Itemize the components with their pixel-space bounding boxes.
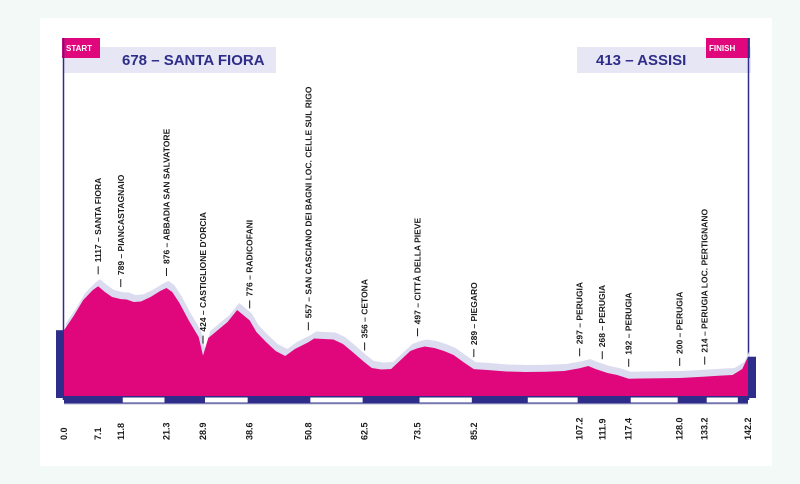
x-tick-label: 133.2 <box>700 417 710 440</box>
km-band-gap <box>205 397 248 403</box>
x-tick-label: 107.2 <box>575 417 585 440</box>
x-tick-label: 85.2 <box>469 422 479 440</box>
annotation-label: 876 – ABBADIA SAN SALVATORE <box>161 128 171 264</box>
annotation-label: 268 – PERUGIA <box>597 285 607 347</box>
x-tick-label: 28.9 <box>198 422 208 440</box>
km-band-gap <box>122 397 165 403</box>
x-tick-label: 117.4 <box>624 418 634 440</box>
km-band <box>64 396 748 404</box>
finish-tag: FINISH <box>709 44 735 53</box>
start-flag-icon <box>62 38 100 58</box>
km-band-gap <box>630 397 678 403</box>
x-tick-label: 0.0 <box>59 427 69 440</box>
x-tick-label: 11.8 <box>116 423 126 440</box>
km-band-gap <box>706 397 738 403</box>
annotation-label: 192 – PERUGIA <box>624 292 634 354</box>
km-band-gap <box>419 397 472 403</box>
x-tick-label: 142.2 <box>743 417 753 440</box>
annotation-label: 289 – PIEGARO <box>469 282 479 345</box>
finish-altitude-block <box>748 356 756 398</box>
annotation-label: 424 – CASTIGLIONE D'ORCIA <box>198 212 208 332</box>
start-label: 678 – SANTA FIORA <box>122 52 265 69</box>
annotation-label: 1117 – SANTA FIORA <box>93 178 103 263</box>
x-tick-label: 73.5 <box>413 422 423 440</box>
x-tick-label: 21.3 <box>161 422 171 440</box>
x-tick-label: 38.6 <box>245 422 255 440</box>
x-tick-label: 7.1 <box>93 427 103 440</box>
annotation-label: 789 – PIANCASTAGNAIO <box>116 174 126 275</box>
x-tick-label: 62.5 <box>360 422 370 440</box>
annotation-label: 214 – PERUGIA LOC. PERTIGNANO <box>700 208 710 352</box>
annotation-label: 557 – SAN CASCIANO DEI BAGNI LOC. CELLE … <box>303 86 313 318</box>
km-band-gap <box>527 397 578 403</box>
start-tag: START <box>66 44 92 53</box>
finish-flag-icon <box>706 38 750 58</box>
annotation-label: 776 – RADICOFANI <box>245 220 255 297</box>
x-tick-label: 111.9 <box>597 418 607 440</box>
km-band-gap <box>310 397 363 403</box>
x-tick-label: 128.0 <box>675 417 685 440</box>
annotation-label: 297 – PERUGIA <box>575 282 585 344</box>
annotation-label: 200 – PERUGIA <box>675 292 685 354</box>
finish-label: 413 – ASSISI <box>596 52 686 69</box>
profile-area <box>64 286 748 398</box>
annotation-label: 356 – CETONA <box>360 279 370 338</box>
start-altitude-block <box>56 330 64 398</box>
annotation-label: 497 – CITTÀ DELLA PIEVE <box>413 218 423 325</box>
x-tick-label: 50.8 <box>303 422 313 440</box>
